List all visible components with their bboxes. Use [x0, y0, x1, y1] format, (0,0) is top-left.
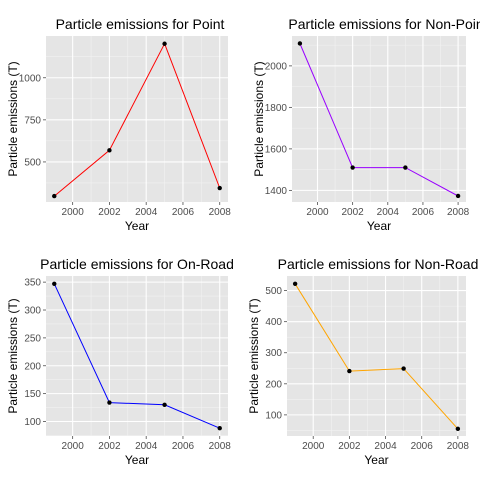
x-tick-label: 2008 — [447, 207, 470, 218]
data-point — [455, 426, 461, 432]
x-axis-title: Year — [364, 453, 388, 467]
x-tick-label: 2006 — [411, 441, 434, 452]
y-tick-label: 100 — [24, 417, 41, 428]
data-point — [162, 402, 167, 407]
series-line — [299, 43, 459, 197]
chart-panel-3: 2000 2002 2004 2006 2008 100 150 200 250 300 350 Pa… — [6, 256, 234, 467]
x-axis-title: Year — [125, 219, 149, 233]
y-tick-label: 500 — [24, 157, 41, 168]
x-tick-label: 2000 — [306, 207, 329, 218]
x-tick-label: 2006 — [172, 441, 195, 452]
x-tick-label: 2002 — [98, 207, 121, 218]
x-tick-label: 2004 — [135, 441, 158, 452]
y-axis-title: Particle emissions (T) — [6, 298, 20, 413]
data-point — [347, 368, 352, 374]
x-tick-label: 2006 — [172, 207, 195, 218]
x-tick-label: 2004 — [135, 207, 158, 218]
y-tick-label: 300 — [24, 306, 41, 317]
data-point — [350, 165, 355, 170]
x-tick-label: 2004 — [377, 207, 400, 218]
data-point — [107, 400, 112, 405]
y-tick-label: 1000 — [19, 73, 42, 84]
y-tick-label: 350 — [24, 278, 41, 289]
data-point — [217, 185, 222, 191]
data-point — [52, 193, 57, 199]
y-tick-label: 200 — [24, 361, 41, 372]
x-tick-label: 2002 — [342, 207, 365, 218]
data-point — [107, 148, 112, 153]
y-tick-label: 100 — [265, 410, 282, 421]
chart-title: Particle emissions for Non-Road — [278, 256, 479, 272]
y-axis-title: Particle emissions (T) — [6, 61, 20, 176]
y-tick-label: 2000 — [265, 61, 288, 72]
data-point — [401, 366, 406, 371]
y-axis-title: Particle emissions (T) — [247, 298, 261, 413]
x-tick-label: 2002 — [98, 441, 121, 452]
y-tick-label: 400 — [265, 317, 282, 328]
x-tick-label: 2000 — [302, 441, 325, 452]
x-tick-label: 2000 — [62, 441, 85, 452]
chart-title: Particle emissions for On-Road — [40, 256, 234, 272]
y-tick-label: 1600 — [265, 144, 288, 155]
plot-background — [46, 276, 228, 436]
y-tick-label: 1400 — [265, 186, 288, 197]
chart-panel-2: 2000 2002 2004 2006 20081400160018002000Part… — [252, 16, 480, 233]
plot-background — [287, 276, 466, 436]
data-point — [455, 193, 461, 199]
x-tick-label: 2002 — [338, 441, 361, 452]
chart-title: Particle emissions for Point — [56, 16, 225, 32]
series-line — [53, 283, 220, 429]
y-tick-label: 150 — [24, 389, 41, 400]
chart-title: Particle emissions for Non-Point — [288, 16, 480, 32]
data-point — [162, 41, 167, 46]
x-tick-label: 2008 — [209, 441, 232, 452]
data-point — [217, 425, 222, 431]
x-axis-title: Year — [125, 453, 149, 467]
y-tick-label: 1800 — [265, 103, 288, 114]
y-axis-title: Particle emissions (T) — [252, 61, 266, 176]
plot-background — [292, 36, 466, 202]
data-point — [403, 165, 408, 170]
y-tick-label: 750 — [24, 115, 41, 126]
x-tick-label: 2004 — [374, 441, 397, 452]
series-line — [294, 283, 459, 430]
x-tick-label: 2008 — [209, 207, 232, 218]
x-tick-label: 2006 — [412, 207, 435, 218]
y-tick-label: 500 — [265, 286, 282, 297]
y-tick-label: 200 — [265, 379, 282, 390]
data-point — [52, 281, 57, 287]
y-tick-label: 250 — [24, 333, 41, 344]
x-tick-label: 2008 — [447, 441, 470, 452]
x-tick-label: 2000 — [62, 207, 85, 218]
x-axis-title: Year — [367, 219, 391, 233]
series-line — [53, 42, 221, 197]
y-tick-label: 300 — [265, 348, 282, 359]
chart-panel-4: 2000 2002 2004 2006 2008 100 200 300 400 500 Parti… — [247, 256, 478, 467]
data-point — [292, 281, 298, 286]
data-point — [297, 41, 303, 46]
plot-background — [46, 36, 228, 202]
